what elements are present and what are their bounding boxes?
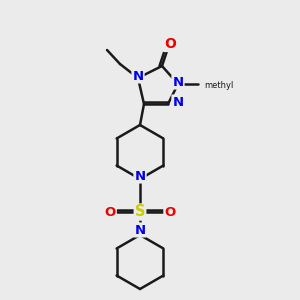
Text: N: N (134, 169, 146, 182)
Text: O: O (164, 37, 176, 51)
Text: N: N (132, 70, 144, 83)
Text: S: S (135, 205, 145, 220)
Text: N: N (134, 224, 146, 236)
Text: O: O (104, 206, 116, 218)
Text: methyl: methyl (204, 80, 233, 89)
Text: N: N (172, 95, 184, 109)
Text: N: N (172, 76, 184, 88)
Text: O: O (164, 206, 175, 218)
